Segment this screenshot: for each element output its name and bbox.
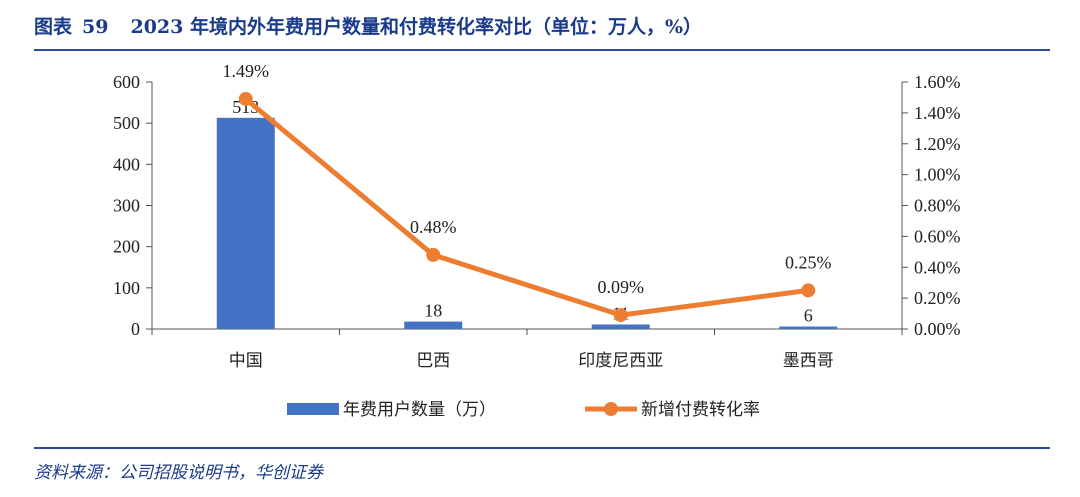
x-tick-label: 墨西哥 [783,351,834,371]
bar [779,326,838,329]
y-right-tick-label: 1.00% [914,165,961,185]
line-point [238,91,253,106]
legend-line-marker [604,402,618,416]
figure-number: 59 [82,16,109,38]
source-note: 资料来源：公司招股说明书，华创证券 [34,463,323,483]
y-right-tick-label: 1.40% [914,103,961,123]
y-right-tick-label: 1.20% [914,134,961,154]
y-right-tick-label: 0.20% [914,288,961,308]
line-point [426,247,441,262]
y-left-tick-label: 0 [131,319,140,339]
y-left-tick-label: 200 [113,237,140,257]
legend-bar-label: 年费用户数量（万） [343,400,496,420]
legend-bar-swatch [287,403,339,415]
bar [591,324,650,329]
y-right-tick-label: 0.60% [914,226,961,246]
y-left-tick-label: 300 [113,196,140,216]
y-right-tick-label: 0.80% [914,196,961,216]
line-point [613,308,628,323]
figure-label: 图表 [34,16,73,38]
x-tick-label: 印度尼西亚 [578,351,663,371]
bar-value-label: 6 [804,306,813,326]
legend-line-label: 新增付费转化率 [641,400,760,420]
y-left-tick-label: 500 [113,113,140,133]
line-value-label: 0.09% [598,277,645,297]
figure-title: 图表 59 2023 年境内外年费用户数量和付费转化率对比（单位：万人，%） [34,12,702,39]
line-series [243,96,811,318]
line-point [801,283,816,298]
y-left-tick-label: 600 [113,72,140,92]
footer-rule [34,447,1050,449]
y-right-tick-label: 0.40% [914,257,961,277]
figure-title-text: 2023 年境内外年费用户数量和付费转化率对比（单位：万人，%） [130,16,703,38]
line-value-label: 0.25% [785,252,832,272]
title-rule [34,49,1050,51]
y-left-tick-label: 400 [113,154,140,174]
x-tick-label: 中国 [229,351,263,371]
y-right-tick-label: 1.60% [914,72,961,92]
bar [404,321,463,329]
chart: 0 100 200 300 400 500 600 0.00% 0.20% 0.40% 0.60% 0… [113,61,961,420]
y-right-tick-label: 0.00% [914,319,961,339]
x-tick-label: 巴西 [416,351,450,371]
bar-value-label: 18 [424,301,442,321]
y-left-tick-label: 100 [113,278,140,298]
line-value-label: 1.49% [223,61,270,81]
line-value-label: 0.48% [410,217,457,237]
bar [216,117,275,329]
